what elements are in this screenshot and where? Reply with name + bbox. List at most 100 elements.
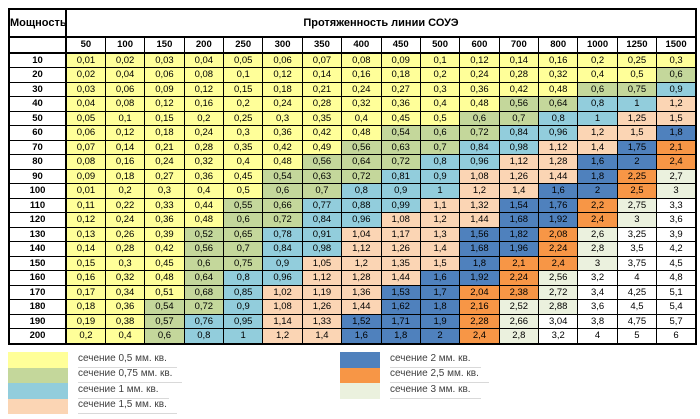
legend-swatch [340,383,380,399]
legend-swatch [340,367,380,383]
legend-swatch [8,367,68,383]
value-cell: 0,13 [65,226,106,242]
value-cell: 0,02 [65,67,106,83]
value-cell: 2,08 [537,226,579,242]
value-cell: 0,84 [498,125,540,141]
value-cell: 0,4 [341,110,382,126]
value-cell: 1,08 [262,299,303,315]
value-cell: 1,08 [459,168,500,184]
value-cell: 0,18 [104,168,146,184]
table-row-150: 150 0,15 0,3 0,45 0,6 0,75 0,9 1,05 1,2 1,35 1,5 1,… [8,255,697,271]
value-cell: 0,72 [459,125,500,141]
value-cell: 1,52 [341,313,382,329]
value-cell: 1,68 [459,241,500,257]
value-cell: 1,96 [498,241,540,257]
legend-item: сечение 0,75 мм. кв. [8,367,183,384]
row-header-110: 110 [8,197,67,213]
value-cell: 0,9 [222,299,264,315]
value-cell: 1,02 [262,284,303,300]
value-cell: 0,5 [419,110,461,126]
legend-item: сечение 1 мм. кв. [8,383,182,399]
row-header-50: 50 [8,110,67,126]
value-cell: 0,64 [537,96,579,112]
value-cell: 0,19 [65,313,106,329]
value-cell: 0,75 [222,255,264,271]
value-cell: 1,33 [301,313,343,329]
value-cell: 1,62 [380,299,421,315]
value-cell: 2,52 [498,299,540,315]
legend-item: сечение 2 мм. кв. [340,352,489,368]
legend-item: сечение 2,5 мм. кв. [340,367,489,384]
value-cell: 0,36 [459,81,500,97]
table-row-40: 40 0,04 0,08 0,12 0,16 0,2 0,24 0,28 0,32 0,36 0,4… [8,96,697,112]
value-cell: 0,32 [183,154,225,170]
value-cell: 0,48 [262,154,303,170]
value-cell: 1,92 [459,270,500,286]
value-cell: 3,4 [577,284,618,300]
value-cell: 1 [419,183,461,199]
value-cell: 0,16 [183,96,225,112]
column-header-350: 350 [301,36,343,54]
value-cell: 0,35 [301,110,343,126]
value-cell: 0,03 [144,52,185,68]
value-cell: 1,17 [380,226,421,242]
value-cell: 0,6 [144,328,185,344]
value-cell: 0,24 [262,96,303,112]
value-cell: 1,8 [380,328,421,344]
value-cell: 0,2 [104,183,146,199]
value-cell: 0,72 [183,299,225,315]
value-cell: 0,44 [183,197,225,213]
legend-right-column: сечение 2 мм. кв. сечение 2,5 мм. кв. сече… [340,352,489,399]
value-cell: 1,53 [380,284,421,300]
value-cell: 0,6 [262,183,303,199]
table-row-180: 180 0,18 0,36 0,54 0,72 0,9 1,08 1,26 1,44 1,62 1,… [8,299,697,315]
value-cell: 0,95 [222,313,264,329]
value-cell: 0,16 [104,154,146,170]
legend-swatch [340,352,380,368]
value-cell: 0,1 [419,52,461,68]
value-cell: 0,9 [656,81,697,97]
value-cell: 0,33 [144,197,185,213]
value-cell: 0,25 [616,52,658,68]
legend-label: сечение 0,5 мм. кв. [78,352,177,368]
value-cell: 0,06 [104,81,146,97]
value-cell: 0,21 [301,81,343,97]
value-cell: 0,24 [144,154,185,170]
value-cell: 0,64 [183,270,225,286]
value-cell: 0,66 [262,197,303,213]
table-row-160: 160 0,16 0,32 0,48 0,64 0,8 0,96 1,12 1,28 1,44 1,… [8,270,697,286]
value-cell: 0,25 [222,110,264,126]
value-cell: 2,5 [616,183,658,199]
value-cell: 2,88 [537,299,579,315]
value-cell: 0,63 [380,139,421,155]
value-cell: 3,04 [537,313,579,329]
value-cell: 0,09 [380,52,421,68]
value-cell: 0,98 [498,139,540,155]
value-cell: 2,8 [498,328,540,344]
value-cell: 1,08 [380,212,421,228]
value-cell: 1,6 [537,183,579,199]
value-cell: 0,14 [65,241,106,257]
value-cell: 3,6 [656,212,697,228]
value-cell: 1,92 [537,212,579,228]
value-cell: 0,3 [419,81,461,97]
value-cell: 2,1 [498,255,540,271]
column-header-700: 700 [498,36,540,54]
legend-label: сечение 2,5 мм. кв. [390,367,489,384]
value-cell: 0,24 [459,67,500,83]
value-cell: 0,6 [459,110,500,126]
value-cell: 1,4 [498,183,540,199]
row-header-170: 170 [8,284,67,300]
value-cell: 0,24 [183,125,225,141]
value-cell: 0,6 [222,212,264,228]
value-cell: 2,24 [537,241,579,257]
value-cell: 0,8 [577,96,618,112]
column-header-50: 50 [65,36,106,54]
value-cell: 0,91 [301,226,343,242]
value-cell: 0,05 [222,52,264,68]
row-header-130: 130 [8,226,67,242]
value-cell: 0,11 [65,197,106,213]
row-header-140: 140 [8,241,67,257]
value-cell: 0,68 [183,284,225,300]
legend-label: сечение 0,75 мм. кв. [78,367,183,384]
